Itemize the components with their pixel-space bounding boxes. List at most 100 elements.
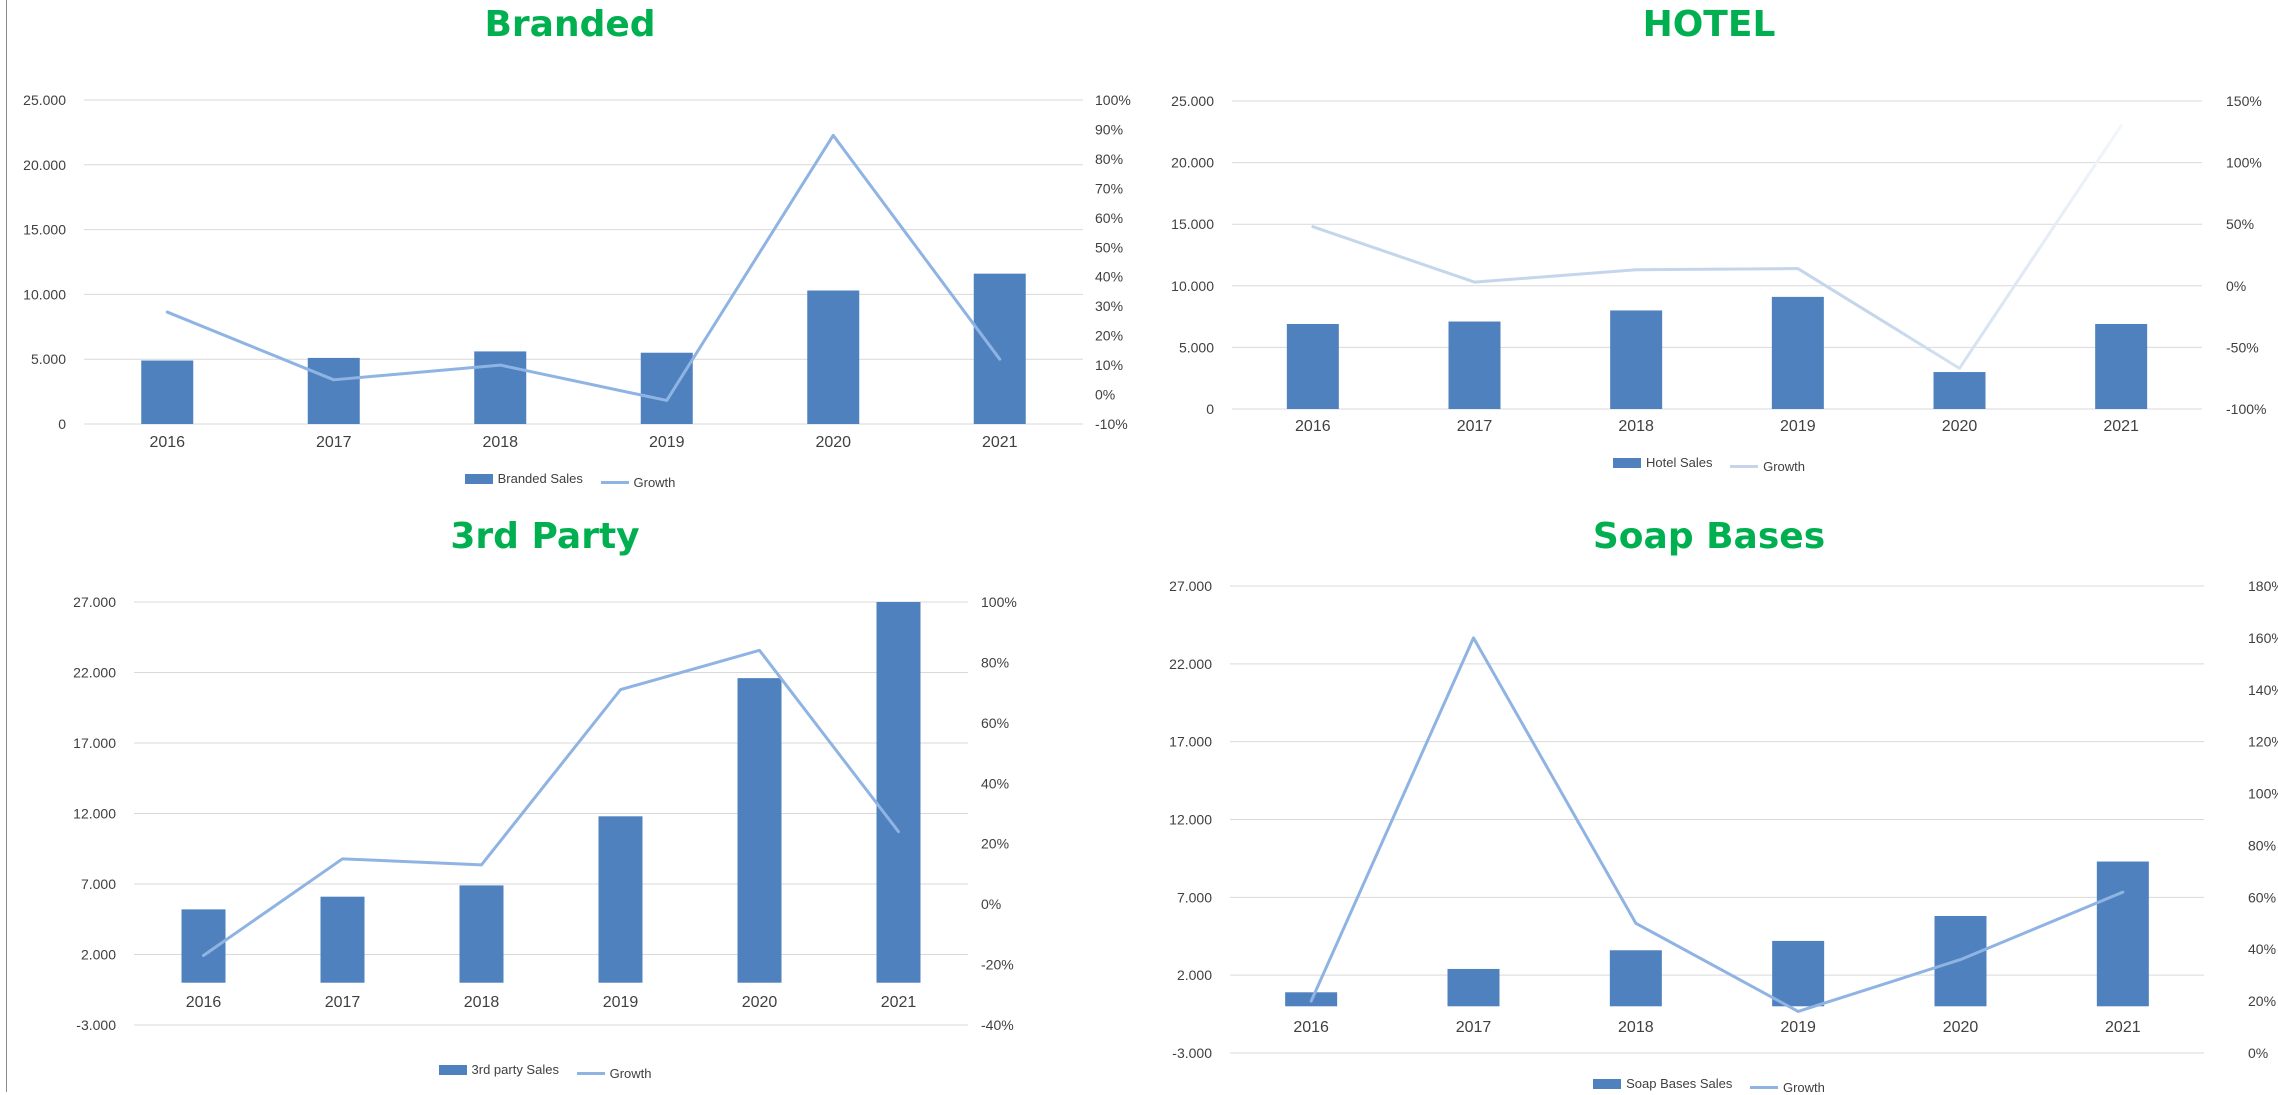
legend-bar-swatch: [1612, 457, 1641, 468]
y-right-tick-label: 100%: [1095, 92, 1131, 108]
x-tick-label: 2020: [1943, 1019, 1979, 1036]
x-tick-label: 2017: [316, 434, 352, 451]
y-left-tick-label: 0: [58, 416, 66, 432]
growth-line: [165, 133, 1002, 402]
x-tick-label: 2020: [742, 994, 778, 1011]
bar: [1772, 940, 1825, 1007]
chart-branded: Branded 0 5.000 10.000 15.000 20.000 25.000 -1…: [0, 0, 1140, 500]
y-right-tick-label: 30%: [1095, 298, 1123, 314]
bar: [2095, 323, 2148, 409]
chart-3rd-party: 3rd Party -3.000 2.000 7.000 12.000 17.000 22…: [0, 510, 1090, 1092]
bar: [876, 602, 921, 983]
legend-item-growth: Growth: [600, 475, 675, 490]
x-tick-label: 2017: [1457, 418, 1493, 435]
legend-line-swatch: [576, 1071, 605, 1075]
chart-legend: Soap Bases Sales Growth: [1140, 1076, 2278, 1095]
x-tick-label: 2018: [1618, 1019, 1654, 1036]
y-right-tick-label: 140%: [2248, 682, 2278, 698]
bar: [973, 273, 1026, 424]
legend-label-sales: 3rd party Sales: [471, 1062, 559, 1077]
y-right-tick-label: 90%: [1095, 121, 1123, 137]
y-right-tick-label: -40%: [981, 1017, 1014, 1033]
y-right-tick-label: 0%: [2248, 1045, 2268, 1061]
x-tick-label: 2016: [1295, 418, 1331, 435]
bar: [1771, 296, 1824, 409]
x-tick-label: 2019: [649, 434, 685, 451]
y-right-tick-label: -100%: [2226, 401, 2266, 417]
legend-label-sales: Hotel Sales: [1645, 455, 1713, 470]
bar: [737, 678, 782, 983]
legend-label-growth: Growth: [1782, 1079, 1825, 1095]
chart-hotel: HOTEL 0 5.000 10.000 15.000 20.000 25.000 -100…: [1140, 0, 2278, 500]
chart-plot: 0 5.000 10.000 15.000 20.000 25.000 -10% 0% 10% 2…: [23, 92, 1131, 451]
bar: [1447, 968, 1500, 1007]
bar: [320, 896, 365, 983]
chart-soap-bases: Soap Bases -3.000 2.000 7.000 12.000 17.000 2…: [1140, 510, 2278, 1095]
legend-line-swatch: [1749, 1085, 1778, 1089]
y-left-tick-label: 12.000: [73, 806, 116, 822]
bar: [1286, 323, 1339, 409]
chart-title: 3rd Party: [450, 516, 640, 557]
x-tick-label: 2016: [1293, 1019, 1329, 1036]
y-left-tick-label: 20.000: [1171, 155, 1214, 171]
x-tick-label: 2020: [1942, 418, 1978, 435]
y-right-tick-label: 50%: [2226, 216, 2254, 232]
bar: [141, 360, 194, 424]
y-right-tick-label: 70%: [1095, 180, 1123, 196]
x-tick-label: 2021: [2103, 418, 2139, 435]
bar: [1933, 372, 1986, 409]
y-left-tick-label: 27.000: [73, 594, 116, 610]
legend-label-growth: Growth: [609, 1065, 652, 1081]
x-tick-label: 2021: [2105, 1019, 2141, 1036]
x-tick-label: 2019: [1780, 1019, 1816, 1036]
x-tick-label: 2018: [1618, 418, 1654, 435]
y-left-tick-label: 5.000: [1179, 339, 1214, 355]
x-tick-label: 2019: [1780, 418, 1816, 435]
y-right-tick-label: 40%: [981, 775, 1009, 791]
x-tick-label: 2020: [815, 434, 851, 451]
y-left-tick-label: 27.000: [1169, 578, 1212, 594]
legend-item-growth: Growth: [1730, 459, 1805, 474]
legend-item-sales: Soap Bases Sales: [1593, 1076, 1732, 1091]
y-right-tick-label: 80%: [981, 654, 1009, 670]
y-right-tick-label: 60%: [1095, 210, 1123, 226]
bar: [807, 290, 860, 424]
x-tick-label: 2019: [603, 994, 639, 1011]
y-left-tick-label: 17.000: [1169, 734, 1212, 750]
y-left-tick-label: -3.000: [1172, 1045, 1212, 1061]
y-left-tick-label: 20.000: [23, 157, 66, 173]
x-tick-label: 2021: [982, 434, 1018, 451]
bar: [474, 351, 527, 424]
legend-label-sales: Soap Bases Sales: [1626, 1076, 1733, 1091]
chart-title: Branded: [484, 4, 656, 45]
legend-line-swatch: [600, 480, 629, 484]
y-right-tick-label: 0%: [2226, 278, 2246, 294]
y-left-tick-label: 0: [1206, 401, 1214, 417]
y-right-tick-label: 100%: [981, 594, 1017, 610]
legend-label-sales: Branded Sales: [497, 471, 583, 486]
y-right-tick-label: 50%: [1095, 239, 1123, 255]
y-left-tick-label: 2.000: [1177, 967, 1212, 983]
chart-plot: 0 5.000 10.000 15.000 20.000 25.000 -100% -50% 0…: [1171, 93, 2266, 435]
x-tick-label: 2018: [464, 994, 500, 1011]
x-tick-label: 2017: [1456, 1019, 1492, 1036]
legend-label-growth: Growth: [1763, 458, 1805, 474]
y-left-tick-label: -3.000: [76, 1017, 116, 1033]
chart-title: HOTEL: [1642, 4, 1776, 45]
legend-line-swatch: [1730, 464, 1759, 468]
y-right-tick-label: 40%: [2248, 941, 2276, 957]
bar: [640, 352, 693, 424]
bar: [2096, 861, 2149, 1007]
y-left-tick-label: 7.000: [1177, 889, 1212, 905]
x-tick-label: 2016: [186, 994, 222, 1011]
y-right-tick-label: 60%: [2248, 889, 2276, 905]
y-left-tick-label: 15.000: [1171, 216, 1214, 232]
y-right-tick-label: 80%: [2248, 837, 2276, 853]
x-tick-label: 2016: [149, 434, 185, 451]
chart-legend: Hotel Sales Growth: [1140, 455, 2278, 474]
y-right-tick-label: -20%: [981, 957, 1014, 973]
y-right-tick-label: 10%: [1095, 357, 1123, 373]
bar: [1609, 950, 1662, 1007]
y-right-tick-label: 60%: [981, 715, 1009, 731]
growth-line: [202, 648, 900, 958]
